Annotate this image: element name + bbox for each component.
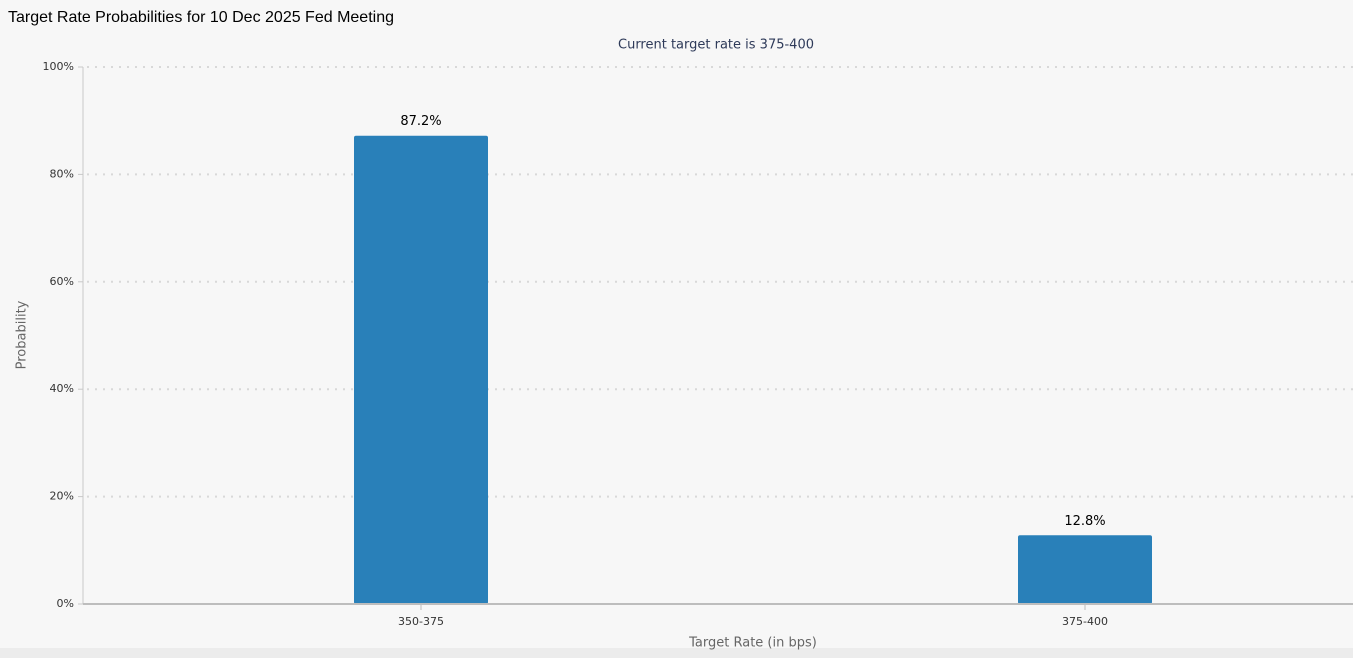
x-axis-title: Target Rate (in bps) <box>688 636 817 651</box>
y-tick-label: 80% <box>50 167 74 180</box>
y-tick-label: 100% <box>43 60 74 73</box>
y-tick-label: 40% <box>50 382 74 395</box>
y-tick-label: 60% <box>50 275 74 288</box>
y-tick-label: 20% <box>50 490 74 503</box>
value-label: 87.2% <box>400 114 441 129</box>
grid: 0% 20% 40% 60% 80% 100% <box>43 60 1353 610</box>
bar <box>1018 535 1152 604</box>
y-tick-label: 0% <box>57 597 74 610</box>
chart-title: Target Rate Probabilities for 10 Dec 202… <box>8 9 394 26</box>
plot: 350-375 87.2% 375-400 12.8% <box>354 114 1152 628</box>
chart-subtitle: Current target rate is 375-400 <box>618 38 814 53</box>
bar <box>354 135 488 604</box>
value-label: 12.8% <box>1064 514 1105 529</box>
x-tick-label: 375-400 <box>1062 615 1108 628</box>
y-axis-title: Probability <box>15 300 30 369</box>
x-tick-label: 350-375 <box>398 615 444 628</box>
footer-band <box>0 648 1353 658</box>
